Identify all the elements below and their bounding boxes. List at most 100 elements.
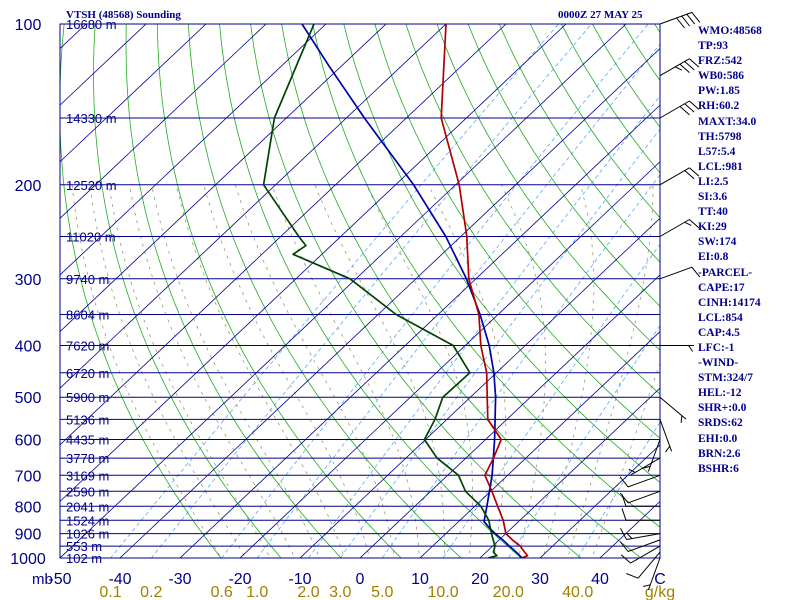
wind-barb — [621, 508, 660, 521]
height-label: 1524 m — [66, 513, 109, 528]
wind-barb-feather — [626, 573, 639, 579]
mixing-ratio-line — [150, 24, 592, 558]
wind-barb-feather — [684, 103, 695, 113]
height-label: 7620 m — [66, 339, 109, 354]
mixing-ratio-line — [109, 24, 559, 558]
index-item: CAPE:17 — [698, 281, 745, 294]
index-item: TP:93 — [698, 40, 729, 53]
height-labels: 16680 m 14330 m 12520 m 11020 m 9740 m 8604 m… — [66, 17, 117, 566]
index-item: TH:5798 — [698, 130, 742, 143]
moist-adiabat-line — [314, 184, 445, 558]
pressure-tick-label: 700 — [15, 468, 42, 485]
isotherms — [0, 24, 660, 569]
isotherm-line — [60, 24, 387, 333]
dry-adiabat-line — [156, 24, 402, 558]
temperature-tick-label: -50 — [48, 571, 71, 588]
wind-barb-feather — [621, 508, 627, 521]
wind-barb-staff — [637, 551, 661, 579]
wind-barb — [659, 219, 700, 237]
isotherm-line — [60, 24, 267, 219]
index-item: HEL:-12 — [698, 387, 742, 400]
wind-barb-staff — [659, 11, 693, 25]
mixing-ratio-line — [507, 324, 660, 558]
index-item: BSHR:6 — [698, 462, 739, 475]
pressure-tick-label: 1000 — [10, 551, 46, 568]
wind-barb-staff — [627, 490, 661, 504]
height-label: 4435 m — [66, 433, 109, 448]
height-label: 16680 m — [66, 17, 117, 32]
index-item: -WIND- — [698, 357, 739, 370]
wind-barb-feather — [684, 170, 695, 180]
wind-barb-staff — [627, 474, 661, 488]
dry-adiabat-line — [343, 24, 660, 484]
wind-barb — [660, 345, 694, 352]
wind-barb-staff — [659, 167, 690, 186]
plot-frame — [59, 23, 661, 559]
mixing-ratio-lines — [109, 24, 660, 558]
dry-adiabat-line — [436, 24, 660, 351]
moist-adiabat-line — [203, 184, 370, 558]
height-label: 14330 m — [66, 111, 117, 126]
index-item: EHI:0.0 — [698, 432, 738, 445]
temperature-tick-label: -40 — [108, 571, 131, 588]
dry-adiabats — [60, 24, 660, 558]
temperature-tick-label: 20 — [471, 571, 489, 588]
index-item: TT:40 — [698, 206, 728, 219]
dry-adiabat-line — [405, 24, 660, 395]
wind-barb-feather — [689, 58, 700, 68]
moist-adiabat-line — [542, 184, 595, 558]
wind-barb — [628, 457, 661, 476]
index-item: FRZ:542 — [698, 55, 743, 68]
dry-adiabat-line — [93, 24, 282, 558]
dry-adiabat-line — [374, 24, 660, 439]
temperature-tick-label: C — [654, 571, 666, 588]
wind-barb-feather — [619, 476, 629, 488]
wind-barb-feather — [620, 528, 627, 540]
index-item: SHR+:0.0 — [698, 402, 747, 415]
index-item: STM:324/7 — [698, 372, 753, 385]
pressure-tick-label: 800 — [15, 499, 42, 516]
wind-barb-staff — [647, 557, 661, 591]
wind-barb-staff — [659, 419, 673, 452]
index-item: RH:60.2 — [698, 100, 740, 113]
height-label: 11020 m — [66, 230, 116, 245]
isotherm-line — [60, 24, 567, 502]
mixing-ratio-label: 3.0 — [329, 584, 351, 600]
wind-barb-feather — [679, 106, 690, 116]
temperature-trace — [440, 24, 529, 558]
wind-barb-feather — [665, 445, 671, 453]
moist-adiabat-line — [175, 184, 345, 558]
wind-barb-feather — [679, 63, 690, 73]
dry-adiabat-line — [250, 24, 582, 558]
mixing-ratio-line — [308, 95, 660, 558]
wind-barb — [620, 528, 661, 540]
moist-adiabat-line — [151, 184, 321, 558]
wind-barb-feather — [689, 219, 700, 229]
station-title: VTSH (48568) Sounding — [66, 9, 181, 21]
parcel-trace — [301, 24, 523, 558]
wind-barb-feather — [686, 13, 696, 25]
moist-adiabat-line — [591, 361, 660, 558]
wind-barb-feather — [675, 66, 683, 71]
index-item: LFC:-1 — [698, 341, 735, 354]
wind-barb-staff — [659, 219, 690, 237]
height-label: 1026 m — [66, 527, 109, 542]
dry-adiabat-line — [60, 24, 222, 558]
pressure-tick-label: 500 — [15, 390, 42, 407]
mixing-ratio-label: 20.0 — [493, 584, 524, 600]
isotherm-line — [0, 24, 26, 569]
isotherm-line — [479, 387, 660, 558]
mixing-ratio-label: 5.0 — [371, 584, 393, 600]
pressure-tick-label: 400 — [15, 339, 42, 356]
dry-adiabat-line — [498, 24, 660, 263]
wind-barb — [659, 100, 700, 119]
wind-barb-feather — [643, 584, 651, 587]
wind-barb-feather — [691, 266, 701, 278]
wind-barb — [619, 490, 661, 504]
temperature-tick-labels: -50 -40 -30 -20 -10 0 10 20 30 40 C — [48, 571, 665, 588]
wind-barb — [620, 545, 661, 564]
index-item: EI:0.8 — [698, 251, 729, 264]
mixing-ratio-label: 40.0 — [562, 584, 593, 600]
wind-barb-feather — [626, 532, 633, 539]
height-label: 12520 m — [66, 178, 117, 193]
